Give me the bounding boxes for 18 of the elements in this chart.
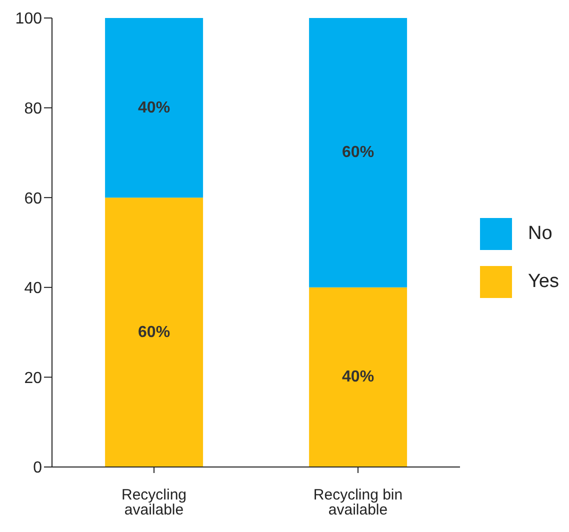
y-tick-label: 100	[15, 10, 42, 28]
y-tick-label: 40	[24, 280, 42, 298]
data-label: 60%	[138, 324, 170, 341]
data-label: 40%	[138, 99, 170, 116]
x-tick-label: Recycling available	[121, 486, 187, 519]
y-tick-label: 80	[24, 100, 42, 118]
legend-label: No	[528, 223, 552, 245]
bar	[105, 198, 204, 467]
legend-label: Yes	[528, 271, 559, 293]
y-tick-label: 20	[24, 370, 42, 387]
data-label: 40%	[342, 368, 374, 386]
bar	[105, 18, 204, 198]
y-tick-label: 0	[33, 460, 42, 477]
bar	[309, 18, 408, 288]
bar	[309, 287, 408, 467]
y-tick-label: 60	[24, 190, 42, 208]
data-label: 60%	[342, 144, 374, 162]
x-tick-label: Recycling bin available	[313, 486, 403, 519]
